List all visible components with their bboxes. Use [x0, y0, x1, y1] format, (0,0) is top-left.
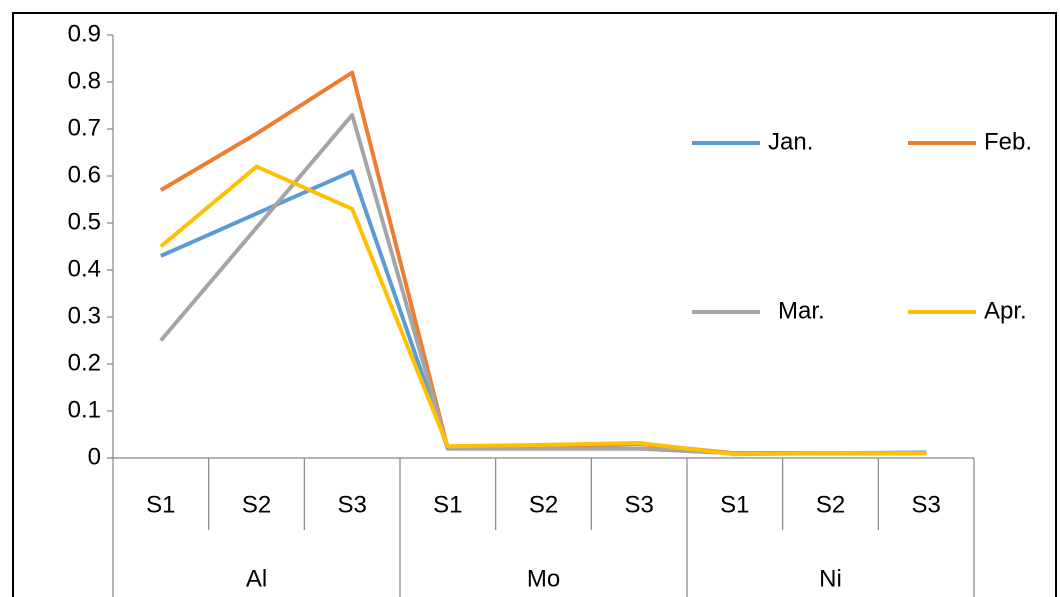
- y-tick-label: 0: [88, 443, 101, 470]
- x-group-label: Mo: [527, 565, 560, 592]
- y-tick-label: 0.6: [68, 161, 101, 188]
- series-line: [159, 164, 927, 457]
- y-tick-label: 0.2: [68, 349, 101, 376]
- x-tick-label: S1: [433, 491, 462, 518]
- legend-label: Mar.: [778, 297, 825, 324]
- x-tick-label: S3: [337, 491, 366, 518]
- y-tick-label: 0.8: [68, 67, 101, 94]
- x-tick-label: S1: [720, 491, 749, 518]
- x-tick-label: S3: [911, 491, 940, 518]
- y-tick-label: 0.3: [68, 302, 101, 329]
- x-tick-label: S2: [529, 491, 558, 518]
- legend-label: Apr.: [984, 297, 1027, 324]
- y-tick-label: 0.1: [68, 396, 101, 423]
- y-tick-label: 0.9: [68, 20, 101, 47]
- x-tick-label: S1: [146, 491, 175, 518]
- x-tick-label: S3: [624, 491, 653, 518]
- y-tick-label: 0.5: [68, 208, 101, 235]
- x-tick-label: S2: [242, 491, 271, 518]
- y-tick-label: 0.4: [68, 255, 101, 282]
- x-group-label: Ni: [819, 565, 842, 592]
- x-tick-label: S2: [816, 491, 845, 518]
- chart-border: [12, 12, 1057, 597]
- x-group-label: Al: [246, 565, 267, 592]
- legend-label: Jan.: [768, 128, 813, 155]
- legend-label: Feb.: [984, 128, 1032, 155]
- y-tick-label: 0.7: [68, 114, 101, 141]
